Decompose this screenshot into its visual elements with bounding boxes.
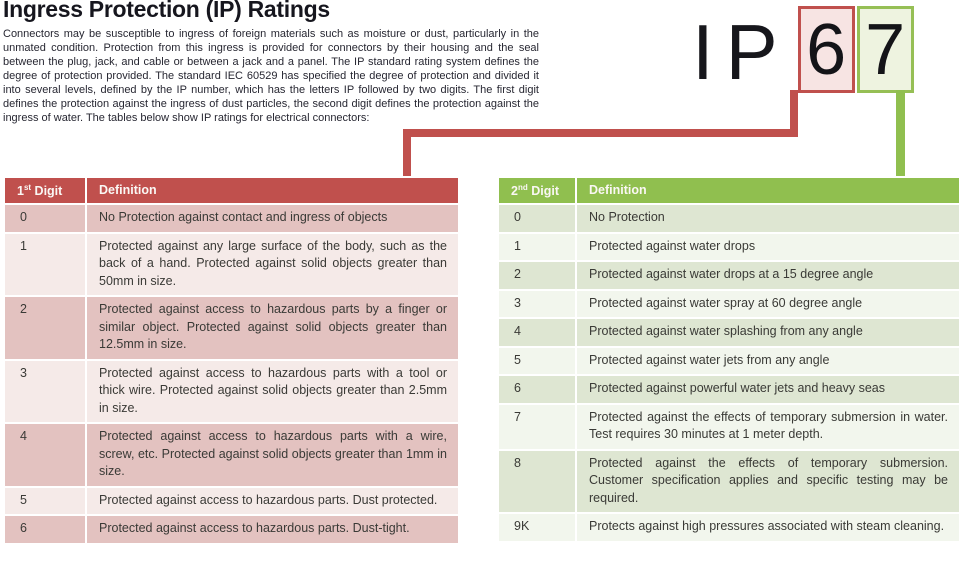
header-digit-number: 2 bbox=[511, 184, 518, 199]
definition-cell: Protected against the effects of tempora… bbox=[575, 448, 961, 515]
definition-cell: No Protection against contact and ingres… bbox=[85, 203, 460, 234]
definition-cell: No Protection bbox=[575, 203, 961, 234]
first-digit-table-header: 1st Digit Definition bbox=[3, 175, 460, 206]
definition-cell: Protected against water drops at a 15 de… bbox=[575, 260, 961, 291]
table-row: 5 Protected against water jets from any a… bbox=[497, 345, 961, 377]
digit-cell: 6 bbox=[3, 514, 87, 545]
definition-cell: Protected against water jets from any an… bbox=[575, 345, 961, 377]
definition-cell: Protected against access to hazardous pa… bbox=[85, 485, 460, 517]
table-row: 0 No Protection against contact and ingre… bbox=[3, 203, 460, 234]
table-row: 7 Protected against the effects of tempor… bbox=[497, 402, 961, 451]
first-digit-box: 6 bbox=[797, 6, 855, 93]
header-digit-ordinal: st bbox=[23, 183, 32, 192]
digit-cell: 9K bbox=[497, 512, 577, 543]
intro-paragraph: Connectors may be susceptible to ingress… bbox=[3, 28, 539, 124]
digit-cell: 3 bbox=[497, 288, 577, 320]
ip-code-graphic: IP 6 7 bbox=[692, 4, 914, 93]
definition-cell: Protected against access to hazardous pa… bbox=[85, 514, 460, 545]
header-digit-word: Digit bbox=[527, 184, 559, 199]
definition-column-header: Definition bbox=[85, 175, 460, 206]
first-digit-connector-line bbox=[403, 129, 411, 176]
digit-cell: 5 bbox=[3, 485, 87, 517]
table-row: 3 Protected against access to hazardous p… bbox=[3, 358, 460, 425]
definition-cell: Protected against water drops bbox=[575, 231, 961, 263]
digit-cell: 4 bbox=[497, 317, 577, 348]
table-row: 5 Protected against access to hazardous p… bbox=[3, 485, 460, 517]
digit-cell: 2 bbox=[497, 260, 577, 291]
first-digit-table-body: 0 No Protection against contact and ingre… bbox=[3, 203, 460, 545]
first-digit-value: 6 bbox=[806, 9, 847, 90]
table-row: 0 No Protection bbox=[497, 203, 961, 234]
second-digit-table-body: 0 No Protection 1 Protected against water d… bbox=[497, 203, 961, 543]
definition-cell: Protected against the effects of tempora… bbox=[575, 402, 961, 451]
digit-cell: 1 bbox=[497, 231, 577, 263]
definition-cell: Protected against any large surface of t… bbox=[85, 231, 460, 298]
table-row: 9K Protects against high pressures associ… bbox=[497, 512, 961, 543]
digit-column-header: 1st Digit bbox=[3, 175, 87, 206]
definition-cell: Protected against water spray at 60 degr… bbox=[575, 288, 961, 320]
table-row: 4 Protected against access to hazardous p… bbox=[3, 422, 460, 488]
digit-cell: 8 bbox=[497, 448, 577, 515]
table-row: 4 Protected against water splashing from … bbox=[497, 317, 961, 348]
table-row: 2 Protected against water drops at a 15 d… bbox=[497, 260, 961, 291]
header-digit-word: Digit bbox=[31, 184, 63, 199]
digit-column-header: 2nd Digit bbox=[497, 175, 577, 206]
table-row: 6 Protected against powerful water jets a… bbox=[497, 374, 961, 405]
digit-cell: 3 bbox=[3, 358, 87, 425]
first-digit-table: 1st Digit Definition 0 No Protection agai… bbox=[3, 175, 460, 545]
table-row: 6 Protected against access to hazardous p… bbox=[3, 514, 460, 545]
first-digit-connector-line bbox=[790, 90, 798, 137]
second-digit-connector-line bbox=[896, 90, 905, 176]
digit-cell: 0 bbox=[3, 203, 87, 234]
header-digit-number: 1 bbox=[17, 184, 24, 199]
header-row: 2nd Digit Definition bbox=[497, 175, 961, 206]
digit-cell: 1 bbox=[3, 231, 87, 298]
digit-cell: 0 bbox=[497, 203, 577, 234]
definition-cell: Protected against powerful water jets an… bbox=[575, 374, 961, 405]
second-digit-box: 7 bbox=[856, 6, 914, 93]
second-digit-table-header: 2nd Digit Definition bbox=[497, 175, 961, 206]
digit-cell: 5 bbox=[497, 345, 577, 377]
definition-cell: Protected against access to hazardous pa… bbox=[85, 295, 460, 361]
header-digit-ordinal: nd bbox=[517, 183, 528, 192]
digit-cell: 7 bbox=[497, 402, 577, 451]
definition-cell: Protected against water splashing from a… bbox=[575, 317, 961, 348]
digit-cell: 4 bbox=[3, 422, 87, 488]
definition-cell: Protected against access to hazardous pa… bbox=[85, 422, 460, 488]
digit-cell: 2 bbox=[3, 295, 87, 361]
table-row: 1 Protected against any large surface of … bbox=[3, 231, 460, 298]
table-row: 3 Protected against water spray at 60 deg… bbox=[497, 288, 961, 320]
second-digit-table-grid: 2nd Digit Definition 0 No Protection 1 Prot… bbox=[497, 175, 961, 543]
ip-prefix-label: IP bbox=[692, 8, 790, 96]
table-row: 2 Protected against access to hazardous p… bbox=[3, 295, 460, 361]
first-digit-table-grid: 1st Digit Definition 0 No Protection agai… bbox=[3, 175, 460, 545]
definition-cell: Protects against high pressures associat… bbox=[575, 512, 961, 543]
second-digit-table: 2nd Digit Definition 0 No Protection 1 Prot… bbox=[497, 175, 961, 543]
header-row: 1st Digit Definition bbox=[3, 175, 460, 206]
table-row: 1 Protected against water drops bbox=[497, 231, 961, 263]
table-row: 8 Protected against the effects of tempor… bbox=[497, 448, 961, 515]
definition-column-header: Definition bbox=[575, 175, 961, 206]
digit-cell: 6 bbox=[497, 374, 577, 405]
second-digit-value: 7 bbox=[865, 9, 906, 90]
page-title: Ingress Protection (IP) Ratings bbox=[3, 0, 330, 22]
first-digit-connector-line bbox=[403, 129, 798, 137]
definition-cell: Protected against access to hazardous pa… bbox=[85, 358, 460, 425]
